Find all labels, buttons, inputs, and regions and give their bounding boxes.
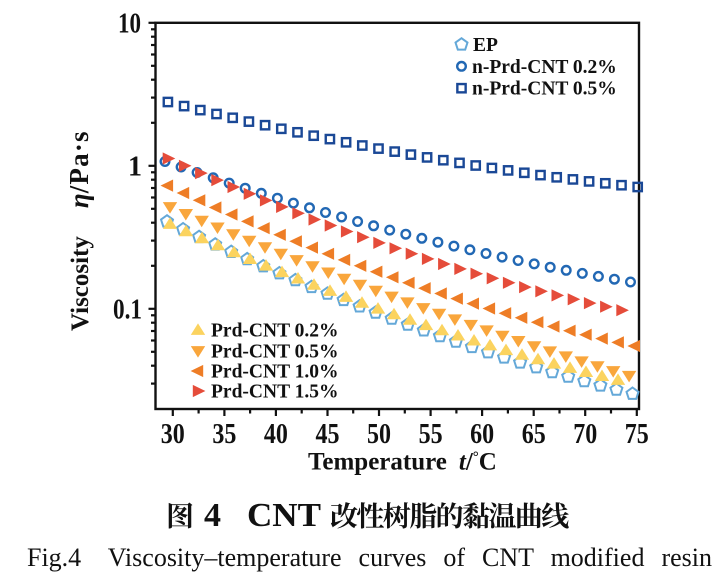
svg-text:n-Prd-CNT 0.2%: n-Prd-CNT 0.2% — [472, 57, 617, 78]
svg-text:Fig.4 Viscosity–temperature cu: Fig.4 Viscosity–temperature curves of CN… — [27, 543, 712, 572]
svg-text:35: 35 — [212, 419, 236, 450]
svg-text:Prd-CNT 1.0%: Prd-CNT 1.0% — [211, 362, 338, 383]
svg-text:70: 70 — [573, 419, 597, 450]
svg-text:40: 40 — [264, 419, 288, 450]
svg-text:55: 55 — [419, 419, 443, 450]
svg-text:n-Prd-CNT 0.5%: n-Prd-CNT 0.5% — [472, 79, 617, 100]
svg-text:75: 75 — [625, 419, 649, 450]
svg-text:30: 30 — [161, 419, 185, 450]
svg-text:1: 1 — [128, 151, 142, 182]
svg-text:Prd-CNT 1.5%: Prd-CNT 1.5% — [211, 382, 338, 403]
svg-text:0.1: 0.1 — [113, 294, 142, 325]
svg-text:EP: EP — [473, 35, 498, 56]
svg-text:4: 4 — [204, 497, 221, 534]
svg-text:10: 10 — [118, 8, 141, 39]
svg-text:CNT: CNT — [247, 497, 321, 534]
svg-text:60: 60 — [470, 419, 494, 450]
svg-text:Prd-CNT 0.2%: Prd-CNT 0.2% — [211, 321, 338, 342]
svg-text:50: 50 — [367, 419, 391, 450]
svg-text:Prd-CNT 0.5%: Prd-CNT 0.5% — [211, 342, 338, 363]
svg-text:65: 65 — [522, 419, 546, 450]
svg-text:45: 45 — [316, 419, 340, 450]
